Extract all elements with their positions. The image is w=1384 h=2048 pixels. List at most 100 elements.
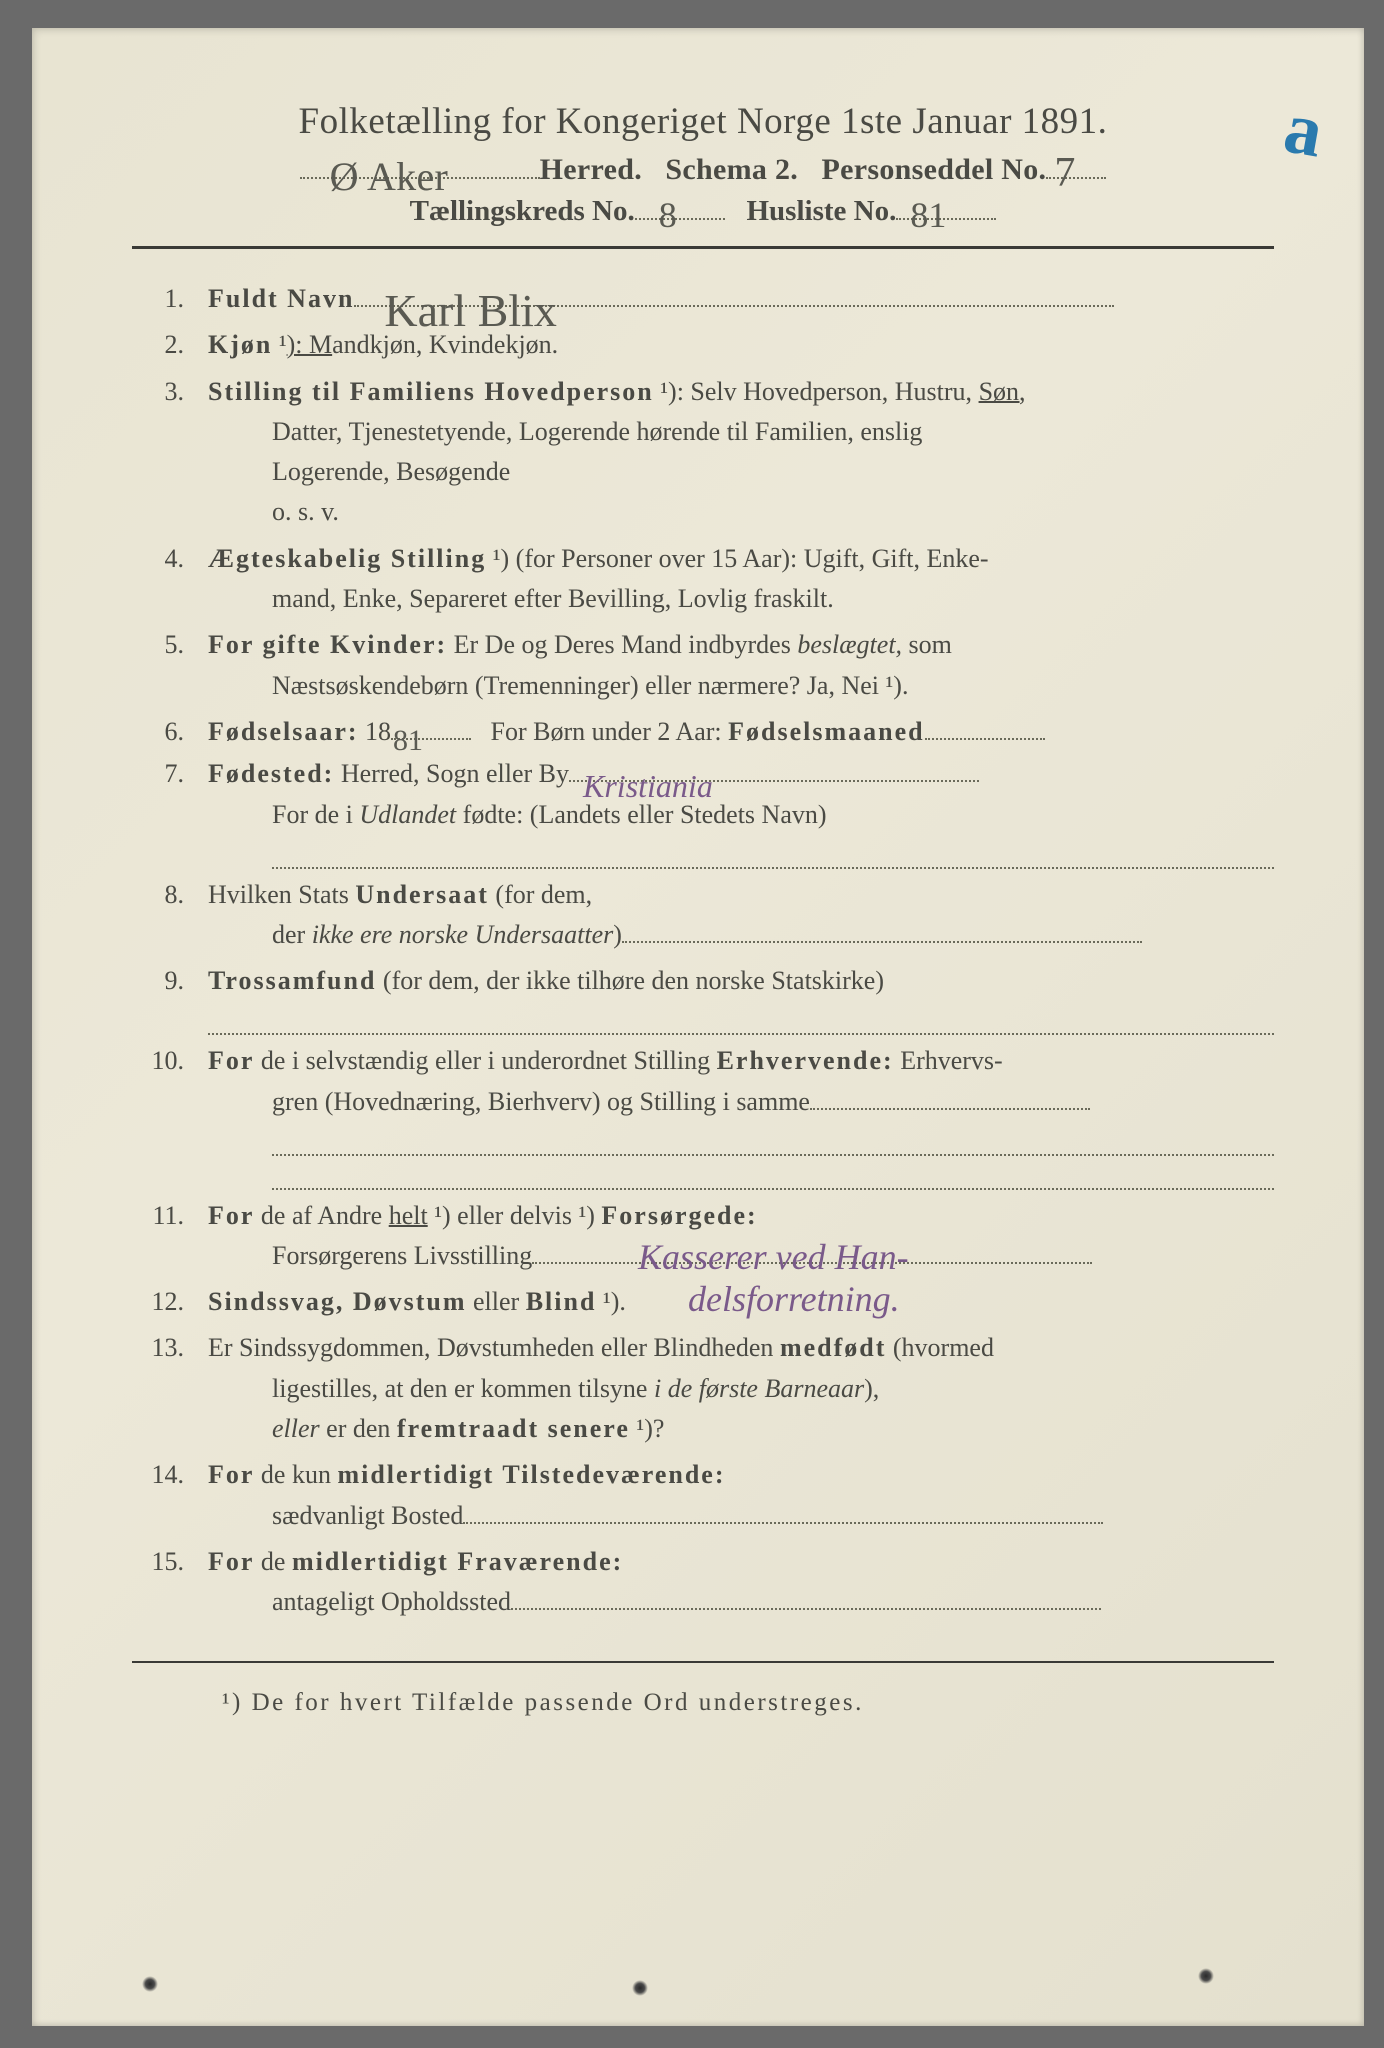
label-kjon: Kjøn <box>208 330 272 359</box>
label-sindssvag: Sindssvag, Døvstum <box>208 1287 467 1316</box>
blank-dotted-line <box>272 1156 1274 1190</box>
item-4: 4. Ægteskabelig Stilling ¹) (for Persone… <box>136 539 1274 620</box>
sup-1: ¹ <box>272 330 286 359</box>
mid: For Børn under 2 Aar: <box>491 717 722 746</box>
form-items: 1. Fuldt Navn Karl Blix 2. Kjøn ¹): M): … <box>132 279 1274 1623</box>
item-3: 3. Stilling til Familiens Hovedperson ¹)… <box>136 372 1274 533</box>
l1: Er Sindssygdommen, Døvstumheden eller Bl… <box>208 1333 780 1362</box>
item-number: 8. <box>136 875 208 956</box>
line2: gren (Hovednæring, Bierhverv) og Stillin… <box>208 1082 1274 1122</box>
l1e: Forsørgede: <box>601 1201 757 1230</box>
label-fuldt-navn: Fuldt Navn <box>208 284 354 313</box>
item-number: 15. <box>136 1542 208 1623</box>
l1c: midlertidigt Tilstedeværende: <box>337 1460 725 1489</box>
year-prefix: 18 <box>365 717 391 746</box>
label-aegteskab: Ægteskabelig Stilling <box>208 544 486 573</box>
sup: ¹ <box>654 377 668 406</box>
line1: ) (for Personer over 15 Aar): Ugift, Gif… <box>501 544 989 573</box>
l1a: For <box>208 1046 254 1075</box>
l1a: For <box>208 1460 254 1489</box>
blank-dotted-line <box>208 1002 1274 1036</box>
herred-handwritten: Ø Aker <box>330 153 448 200</box>
l1b: (for dem, <box>489 880 592 909</box>
line2: ligestilles, at den er kommen tilsyne i … <box>208 1369 1274 1409</box>
item-number: 3. <box>136 372 208 533</box>
item-number: 2. <box>136 325 208 365</box>
l1: Herred, Sogn eller By <box>334 759 569 788</box>
l1b: de af Andre <box>254 1201 388 1230</box>
line3: eller er den fremtraadt senere ¹)? <box>208 1409 1274 1449</box>
pinhole-mark <box>632 1980 648 1996</box>
line3: Logerende, Besøgende <box>208 452 1274 492</box>
blank-dotted-line <box>272 835 1274 869</box>
item-2: 2. Kjøn ¹): M): Mandkjøn, Kvindekjøn.and… <box>136 325 1274 365</box>
item-10: 10. For de i selvstændig eller i underor… <box>136 1041 1274 1189</box>
item-number: 7. <box>136 754 208 868</box>
footer-rule <box>132 1661 1274 1663</box>
label-fodested: Fødested: <box>208 759 334 788</box>
l1d: Erhvervs- <box>894 1046 1003 1075</box>
item-number: 12. <box>136 1282 208 1322</box>
line2: Næstsøskendebørn (Tremenninger) eller næ… <box>208 666 1274 706</box>
blue-annotation-mark: a <box>1278 85 1329 175</box>
personseddel-no-hand: 7 <box>1054 149 1075 197</box>
l1b: de i selvstændig eller i underordnet Sti… <box>254 1046 716 1075</box>
line2: For de i Udlandet fødte: (Landets eller … <box>208 795 1274 835</box>
label-undersaat: Undersaat <box>355 880 489 909</box>
l1d: som <box>902 630 952 659</box>
label-stilling: Stilling til Familiens Hovedperson <box>208 377 654 406</box>
census-form-page: a Folketælling for Kongeriget Norge 1ste… <box>32 28 1364 2026</box>
item-15: 15. For de midlertidigt Fraværende: anta… <box>136 1542 1274 1623</box>
husliste-label: Husliste No. <box>746 195 896 227</box>
item-8: 8. Hvilken Stats Undersaat (for dem, der… <box>136 875 1274 956</box>
line4: o. s. v. <box>208 492 1274 532</box>
item-11: 11. For de af Andre helt ¹) eller delvis… <box>136 1196 1274 1277</box>
item-5: 5. For gifte Kvinder: Er De og Deres Man… <box>136 625 1274 706</box>
label-blind: Blind <box>526 1287 597 1316</box>
label-trossamfund: Trossamfund <box>208 966 376 995</box>
rest: eller <box>467 1287 526 1316</box>
pinhole-mark <box>142 1976 158 1992</box>
item-1: 1. Fuldt Navn Karl Blix <box>136 279 1274 319</box>
l1c: Erhvervende: <box>717 1046 894 1075</box>
item-13: 13. Er Sindssygdommen, Døvstumheden elle… <box>136 1328 1274 1449</box>
item-number: 6. <box>136 712 208 752</box>
header-rule <box>132 246 1274 249</box>
herred-label: Herred. <box>540 153 642 186</box>
l1a: For gifte Kvinder: <box>208 630 447 659</box>
husliste-no-hand: 81 <box>910 194 946 236</box>
l1b: medfødt <box>780 1333 886 1362</box>
main-title: Folketælling for Kongeriget Norge 1ste J… <box>132 100 1274 143</box>
item-number: 14. <box>136 1455 208 1536</box>
line2: der ikke ere norske Undersaatter) <box>208 915 1274 955</box>
item-number: 13. <box>136 1328 208 1449</box>
line2: sædvanligt Bosted <box>208 1496 1274 1536</box>
personseddel-label: Personseddel No. <box>822 153 1047 186</box>
l1: Hvilken Stats <box>208 880 355 909</box>
l1d: ¹) eller delvis ¹) <box>428 1201 602 1230</box>
item-6: 6. Fødselsaar: 1881 For Børn under 2 Aar… <box>136 712 1274 752</box>
l1b: Er De og Deres Mand indbyrdes <box>447 630 797 659</box>
pinhole-mark <box>1198 1968 1214 1984</box>
item-number: 4. <box>136 539 208 620</box>
label-fodselsaar: Fødselsaar: <box>208 717 359 746</box>
form-header: Folketælling for Kongeriget Norge 1ste J… <box>132 100 1274 228</box>
blank-dotted-line <box>272 1122 1274 1156</box>
header-line-2: Ø Aker Herred. Schema 2. Personseddel No… <box>132 153 1274 187</box>
l1b: de kun <box>254 1460 337 1489</box>
kreds-no-hand: 8 <box>659 194 677 236</box>
item-number: 11. <box>136 1196 208 1277</box>
item-12: 12. Sindssvag, Døvstum eller Blind ¹). <box>136 1282 1274 1322</box>
underlined-mandkjon: ): M <box>287 330 333 359</box>
item-number: 9. <box>136 961 208 1035</box>
l1a: For <box>208 1201 254 1230</box>
line2: antageligt Opholdssted <box>208 1582 1274 1622</box>
item-number: 10. <box>136 1041 208 1189</box>
birthplace-hand: Kristiania <box>583 762 713 812</box>
label-fodselsmaaned: Fødselsmaaned <box>728 717 924 746</box>
sup: ¹). <box>596 1287 625 1316</box>
l1c: helt <box>389 1201 428 1230</box>
item-7: 7. Fødested: Herred, Sogn eller By Krist… <box>136 754 1274 868</box>
l1b: de <box>254 1547 292 1576</box>
rest: (for dem, der ikke tilhøre den norske St… <box>376 966 884 995</box>
